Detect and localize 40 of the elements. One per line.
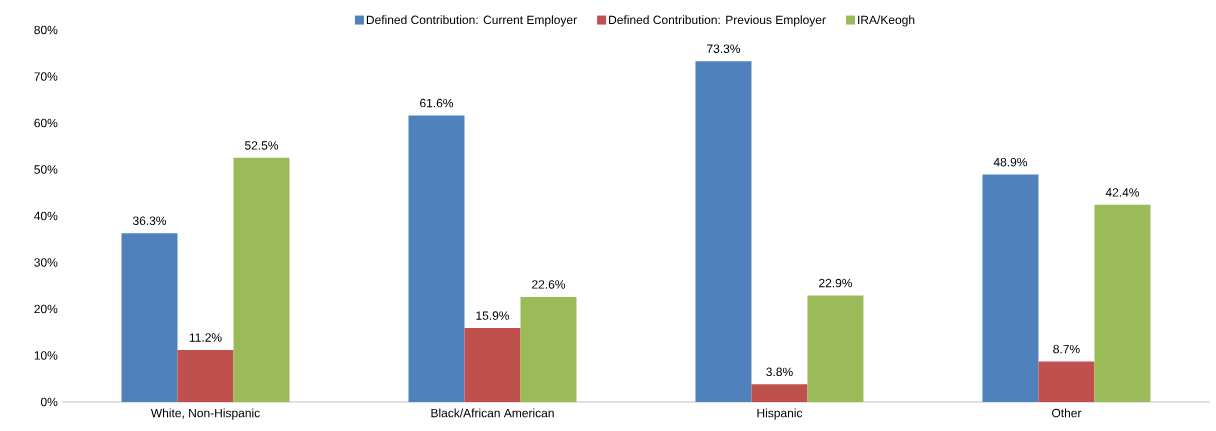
bar bbox=[121, 233, 178, 402]
data-label: 36.3% bbox=[132, 216, 167, 225]
data-label: 73.3% bbox=[707, 44, 741, 53]
data-label: 3.8% bbox=[766, 367, 793, 377]
data-label: 22.9% bbox=[819, 278, 853, 288]
data-label: 22.6% bbox=[532, 280, 566, 289]
data-label: 48.9% bbox=[993, 157, 1028, 167]
bar bbox=[982, 174, 1039, 402]
x-tick-label: Other bbox=[1052, 408, 1082, 418]
bar bbox=[751, 384, 808, 402]
x-tick-label: Hispanic bbox=[757, 408, 803, 420]
y-tick-label: 10% bbox=[34, 351, 58, 360]
bar bbox=[695, 61, 752, 402]
bar bbox=[464, 328, 521, 402]
data-label: 61.6% bbox=[420, 98, 454, 108]
legend-label: Defined Contribution: Previous Employer bbox=[609, 15, 826, 27]
y-tick-label: 30% bbox=[34, 258, 58, 267]
data-label: 15.9% bbox=[476, 311, 510, 320]
bar bbox=[520, 296, 577, 402]
x-tick-label: Black/African American bbox=[431, 408, 554, 418]
bar bbox=[807, 295, 864, 402]
bar bbox=[233, 157, 290, 402]
y-tick-label: 80% bbox=[34, 25, 58, 35]
data-label: 8.7% bbox=[1053, 344, 1080, 354]
y-tick-label: 70% bbox=[34, 72, 58, 81]
y-tick-label: 20% bbox=[34, 304, 58, 314]
data-label: 42.4% bbox=[1105, 188, 1140, 197]
bar bbox=[1038, 361, 1095, 402]
y-tick-label: 0% bbox=[40, 397, 58, 407]
y-tick-label: 60% bbox=[34, 118, 58, 128]
x-tick-label: White, Non-Hispanic bbox=[150, 408, 260, 420]
y-tick-label: 40% bbox=[34, 211, 58, 221]
bar bbox=[1094, 204, 1151, 402]
data-label: 52.5% bbox=[244, 141, 279, 150]
bar bbox=[408, 115, 465, 402]
data-label: 11.2% bbox=[189, 333, 222, 342]
y-tick-label: 50% bbox=[34, 165, 58, 174]
legend-label: Defined Contribution: Current Employer bbox=[366, 15, 577, 27]
bar bbox=[177, 349, 234, 402]
legend-label: IRA/Keogh bbox=[858, 15, 915, 27]
